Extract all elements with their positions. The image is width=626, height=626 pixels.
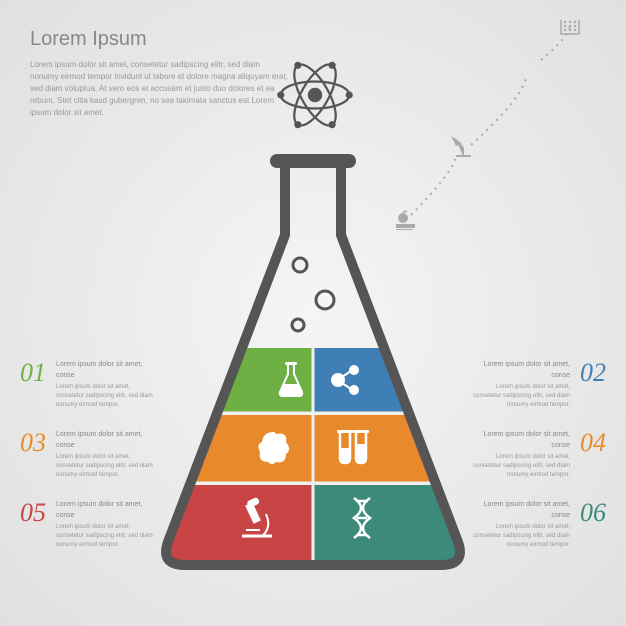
info-number: 02	[580, 360, 606, 386]
info-text: Lorem ipsum dolor sit amet, conse Lorem …	[470, 500, 570, 550]
calculator-icon	[561, 20, 579, 34]
info-number: 03	[20, 430, 46, 456]
info-number: 01	[20, 360, 46, 386]
info-item-05: 05 Lorem ipsum dolor sit amet, conse Lor…	[10, 500, 160, 550]
info-item-03: 03 Lorem ipsum dolor sit amet, conse Lor…	[10, 430, 160, 480]
info-item-04: 04 Lorem ipsum dolor sit amet, conse Lor…	[466, 430, 616, 480]
info-item-02: 02 Lorem ipsum dolor sit amet, conse Lor…	[466, 360, 616, 410]
flask-diagram	[140, 150, 486, 580]
header-block: Lorem Ipsum Lorem ipsum dolor sit amet, …	[30, 28, 290, 119]
info-text: Lorem ipsum dolor sit amet, conse Lorem …	[470, 430, 570, 480]
info-number: 04	[580, 430, 606, 456]
atom-icon	[270, 50, 360, 140]
info-item-06: 06 Lorem ipsum dolor sit amet, conse Lor…	[466, 500, 616, 550]
page-subtitle: Lorem ipsum dolor sit amet, consetetur s…	[30, 59, 290, 119]
info-text: Lorem ipsum dolor sit amet, conse Lorem …	[470, 360, 570, 410]
info-text: Lorem ipsum dolor sit amet, conse Lorem …	[56, 500, 156, 550]
info-number: 05	[20, 500, 46, 526]
info-item-01: 01 Lorem ipsum dolor sit amet, conse Lor…	[10, 360, 160, 410]
info-text: Lorem ipsum dolor sit amet, conse Lorem …	[56, 360, 156, 410]
info-number: 06	[580, 500, 606, 526]
info-text: Lorem ipsum dolor sit amet, conse Lorem …	[56, 430, 156, 480]
page-title: Lorem Ipsum	[30, 28, 290, 51]
